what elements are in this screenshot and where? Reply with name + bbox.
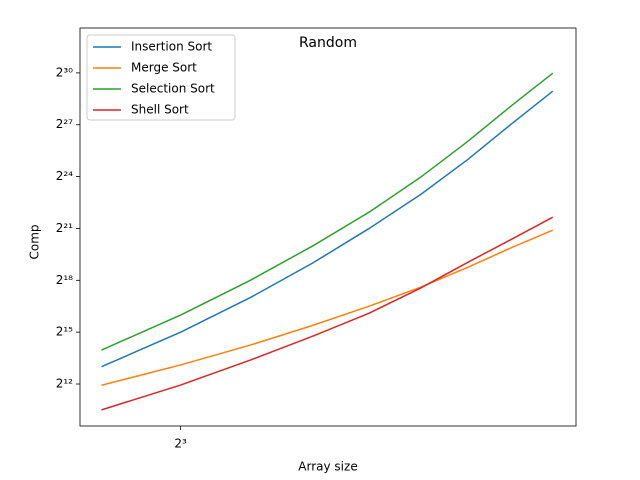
y-tick-label: 2³⁰ (56, 65, 73, 79)
legend-label: Insertion Sort (131, 40, 212, 54)
x-tick-label: 2³ (174, 437, 187, 451)
y-tick-label: 2²¹ (56, 221, 73, 235)
legend-box (86, 34, 236, 121)
y-tick-label: 2¹² (56, 376, 73, 390)
y-tick-label: 2¹⁵ (56, 325, 73, 339)
legend: Insertion Sort Merge Sort Selection Sort Sh… (86, 34, 236, 121)
plot-frame (79, 27, 577, 427)
y-tick-label: 2¹⁸ (56, 273, 73, 287)
y-tick-label: 2²⁷ (56, 117, 73, 131)
series-line (101, 216, 554, 411)
legend-label: Shell Sort (131, 103, 189, 117)
y-tick-label: 2²⁴ (56, 169, 73, 183)
series-line (101, 90, 554, 368)
series-line (101, 229, 554, 386)
y-axis-label: Comp (28, 224, 42, 259)
legend-label: Merge Sort (131, 61, 197, 75)
legend-label: Selection Sort (131, 82, 215, 96)
series-line (101, 72, 554, 351)
x-axis-label: Array size (298, 460, 357, 474)
chart-title: Random (299, 35, 357, 51)
